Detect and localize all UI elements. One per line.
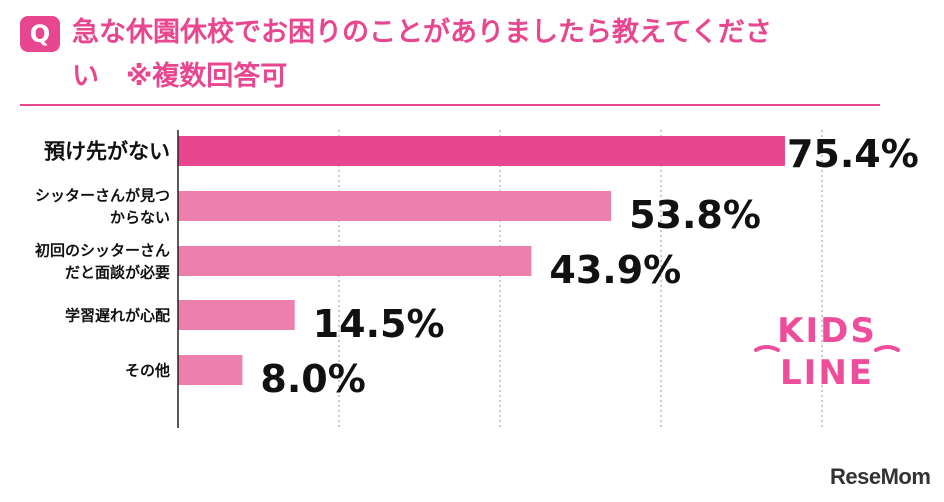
category-label: からない (110, 208, 170, 226)
question-badge: Q (20, 16, 60, 52)
kidsline-logo-bottom: LINE (780, 353, 874, 392)
bar (178, 136, 785, 166)
kidsline-logo-top: KIDS (777, 311, 877, 351)
value-label: 75.4% (787, 132, 919, 176)
category-label: シッターさんが見つ (35, 186, 170, 204)
category-label: その他 (125, 361, 170, 379)
value-label: 14.5% (313, 302, 445, 346)
bar (178, 355, 243, 385)
value-label: 53.8% (629, 193, 761, 237)
category-label: 預け先がない (44, 139, 170, 163)
bars (178, 136, 785, 385)
bar (178, 300, 295, 330)
value-labels: 75.4% 53.8% 43.9% 14.5% 8.0% (260, 132, 918, 401)
bar (178, 246, 532, 276)
value-label: 43.9% (549, 248, 681, 292)
category-labels: 預け先がないシッターさんが見つからない初回のシッターさんだと面談が必要学習遅れが… (35, 139, 170, 379)
category-label: だと面談が必要 (65, 263, 170, 281)
bar (178, 191, 612, 221)
category-label: 初回のシッターさん (35, 241, 170, 259)
category-label: 学習遅れが心配 (65, 306, 170, 324)
chart-title-line-2: い ※複数回答可 (72, 61, 288, 92)
kidsline-logo: KIDS LINE (754, 311, 900, 392)
title-divider (20, 104, 880, 106)
chart-title-line-1: 急な休園休校でお困りのことがありましたら教えてくださ (72, 17, 772, 48)
resemom-logo: ReseMom (830, 464, 931, 489)
value-label: 8.0% (260, 357, 365, 401)
kidsline-arms-icon (754, 345, 900, 352)
